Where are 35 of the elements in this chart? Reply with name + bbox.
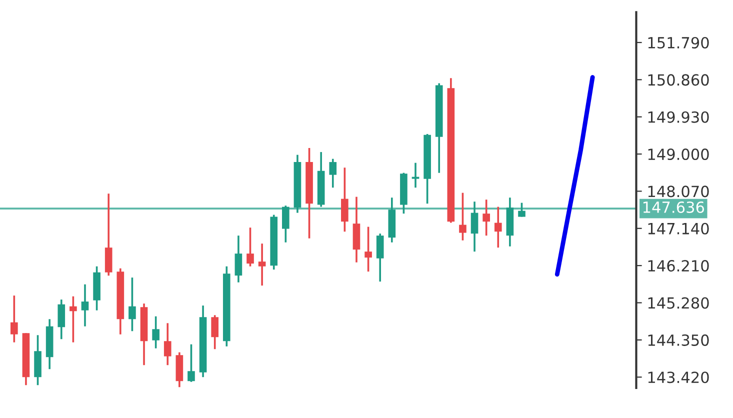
y-tick-label: 148.070 (648, 186, 709, 198)
ref-line-label: 147.636 (643, 201, 704, 213)
y-tick-label: 151.790 (648, 36, 709, 49)
candlestick (152, 315, 160, 350)
y-tick-label: 146.210 (648, 260, 709, 272)
candlestick (70, 295, 77, 344)
candlestick (246, 226, 254, 268)
candlestick (188, 343, 195, 383)
candlestick (282, 204, 290, 244)
candlestick (329, 158, 337, 189)
candlestick (164, 322, 172, 366)
candlestick (494, 206, 502, 248)
candlestick (470, 200, 478, 252)
candlestick (412, 162, 420, 189)
candlestick (459, 192, 466, 242)
candlestick (211, 314, 218, 350)
candlestick (58, 298, 66, 340)
candlestick (376, 232, 384, 282)
candlestick (518, 202, 526, 218)
candlestick (128, 276, 136, 332)
candlestick (234, 234, 242, 284)
line-series (554, 75, 595, 277)
y-tick-label: 143.420 (648, 372, 709, 384)
y-tick-label: 149.000 (648, 148, 709, 160)
candlestick (258, 242, 266, 286)
candlestick (364, 226, 372, 272)
y-tick-label: 150.860 (648, 74, 709, 86)
candlestick (81, 283, 89, 328)
y-tick-label: 147.140 (648, 222, 709, 234)
candlestick (341, 166, 348, 232)
y-tick-label: 145.280 (648, 297, 709, 309)
y-tick-label: 144.350 (648, 334, 709, 346)
candlestick (482, 198, 490, 236)
candlestick (10, 294, 18, 344)
y-tick-label: 149.930 (648, 111, 709, 123)
